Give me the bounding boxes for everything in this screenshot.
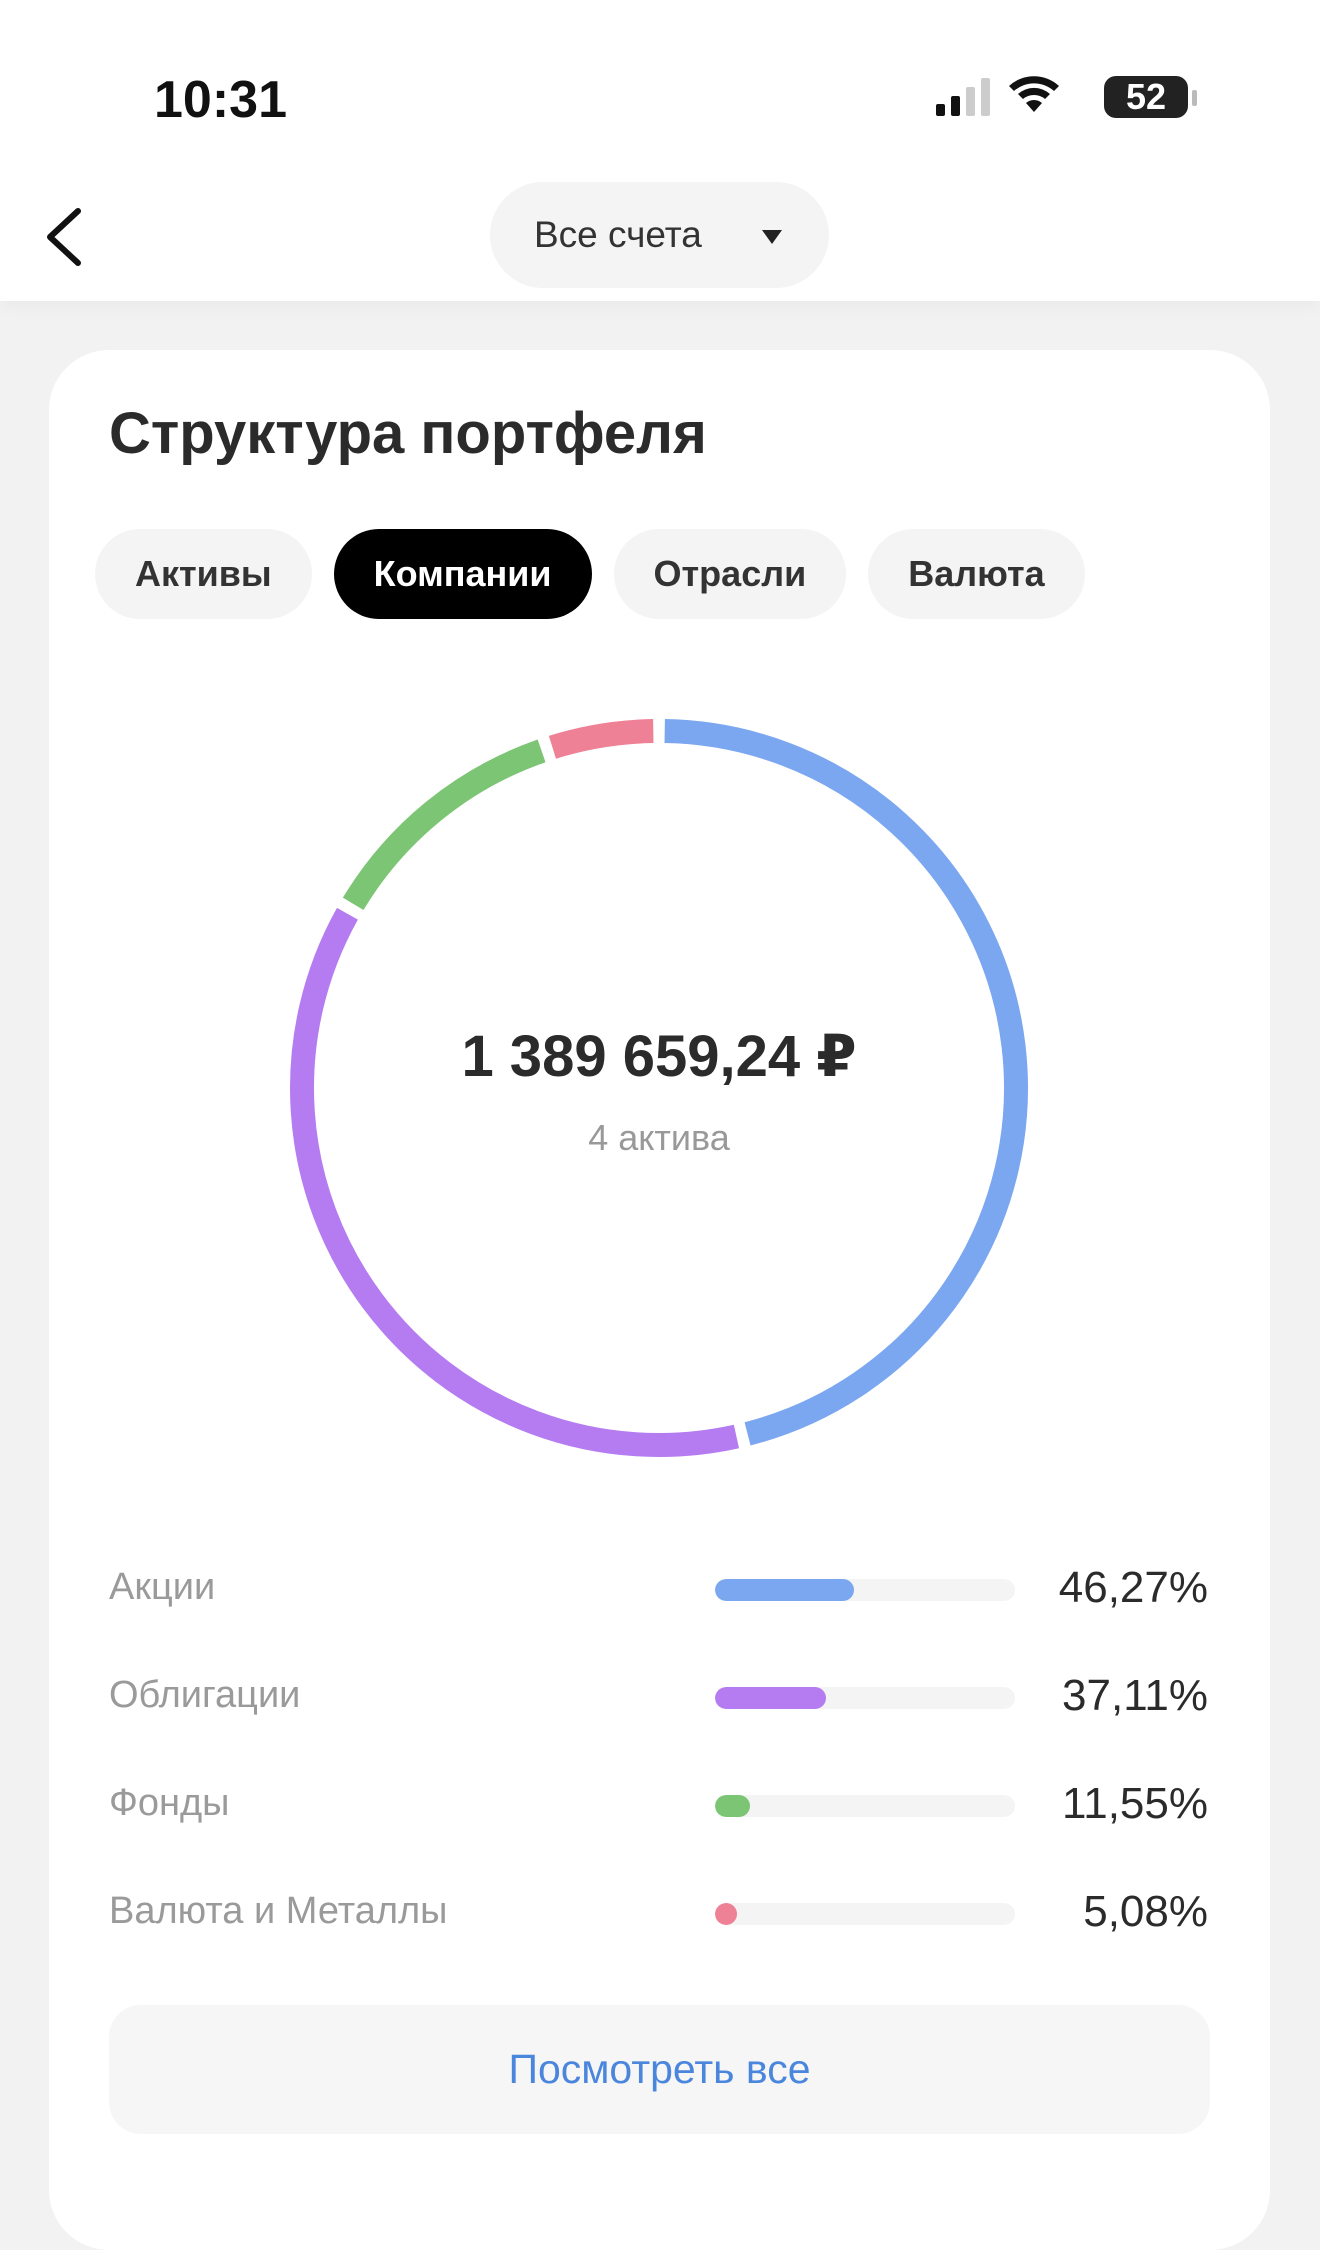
legend-value: 11,55% (1062, 1779, 1208, 1828)
tab[interactable]: Компании (333, 529, 592, 619)
legend-label: Облигации (109, 1674, 301, 1716)
tab[interactable]: Активы (95, 529, 312, 619)
donut-segment (664, 719, 1028, 1446)
legend-label: Фонды (109, 1782, 230, 1824)
legend-bar-track (715, 1795, 1015, 1817)
legend-label: Валюта и Металлы (109, 1890, 448, 1932)
account-selector-label: Все счета (534, 214, 702, 255)
legend-bar (715, 1687, 827, 1709)
battery: 52 (1104, 76, 1188, 118)
legend-bar (715, 1903, 737, 1925)
legend-bar (715, 1795, 750, 1817)
legend-value: 37,11% (1062, 1671, 1208, 1720)
portfolio-card (49, 350, 1270, 2250)
tab[interactable]: Отрасли (613, 529, 847, 619)
legend-value: 5,08% (1083, 1887, 1208, 1936)
view-all-button[interactable]: Посмотреть все (109, 2005, 1210, 2134)
legend-bar-track (715, 1579, 1015, 1601)
legend-value: 46,27% (1058, 1563, 1208, 1612)
back-button[interactable] (40, 205, 90, 269)
donut-segment (548, 719, 654, 759)
status-icons (936, 76, 1197, 116)
donut-chart (290, 719, 1028, 1457)
status-time: 10:31 (154, 71, 287, 129)
donut-segment (342, 739, 546, 911)
dropdown-arrow (762, 230, 782, 244)
tab[interactable]: Валюта (868, 529, 1085, 619)
account-selector[interactable]: Все счета (490, 182, 829, 288)
card-title: Структура портфеля (109, 401, 707, 466)
total-value: 1 389 659,24 ₽ (461, 1024, 857, 1089)
legend-bar-track (715, 1687, 1015, 1709)
asset-count: 4 актива (588, 1117, 730, 1158)
legend-bar-track (715, 1903, 1015, 1925)
tabs: Активы Компании Отрасли Валюта (95, 529, 1085, 619)
legend-label: Акции (109, 1566, 216, 1608)
donut-segment (290, 907, 740, 1457)
legend-bar (715, 1579, 854, 1601)
